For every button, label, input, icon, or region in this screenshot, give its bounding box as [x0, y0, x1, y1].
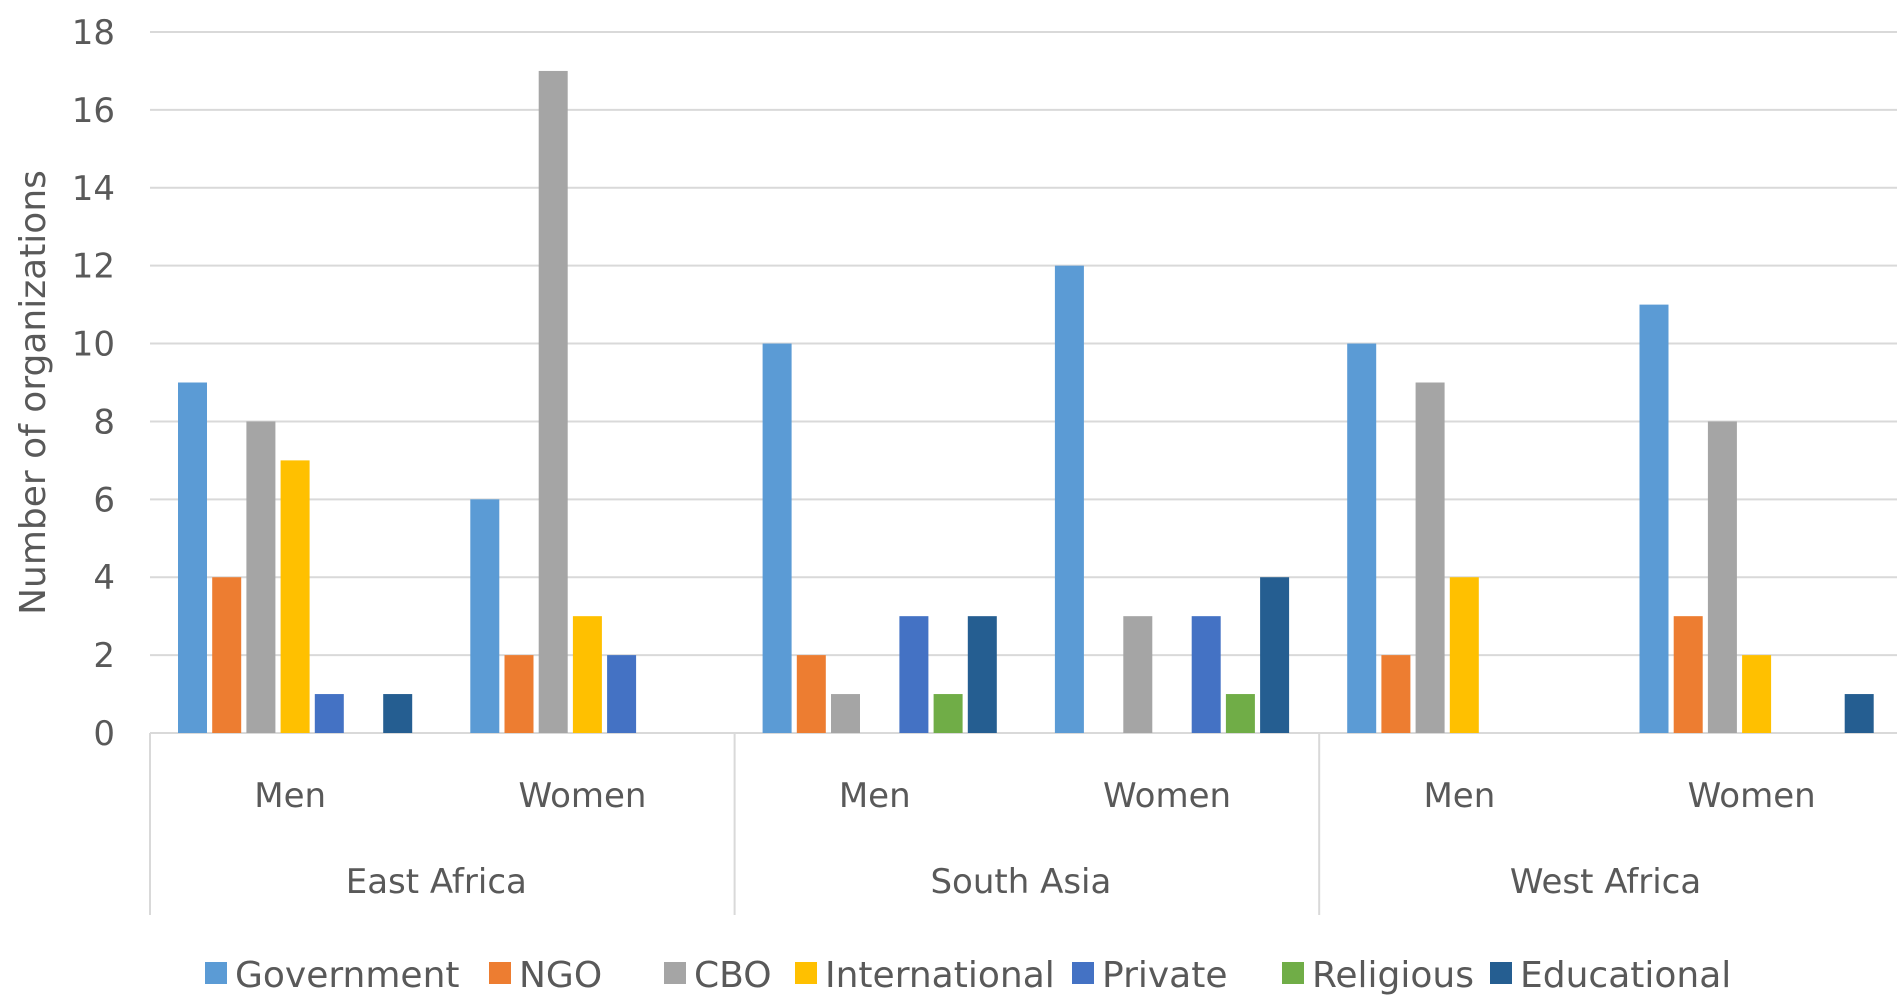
y-tick-label: 0 [93, 714, 115, 754]
legend: Government NGO CBO International Private Reli… [205, 955, 1731, 996]
legend-swatch-private [1072, 962, 1094, 984]
bar-government-1 [470, 499, 500, 733]
bar-educational-5 [1844, 694, 1874, 733]
category-label: Men [254, 776, 326, 816]
category-label: Women [1688, 776, 1816, 816]
bar-private-1 [607, 655, 637, 733]
legend-swatch-cbo [664, 962, 686, 984]
y-tick-label: 14 [72, 169, 115, 209]
bar-private-2 [899, 616, 929, 733]
y-tick-label: 16 [72, 91, 115, 131]
bar-ngo-0 [212, 577, 242, 733]
bar-educational-2 [967, 616, 997, 733]
category-label: Women [518, 776, 646, 816]
legend-label-educational: Educational [1520, 955, 1731, 996]
legend-label-ngo: NGO [519, 955, 602, 996]
legend-swatch-educational [1490, 962, 1512, 984]
category-axis: Men Women East Africa Men Women South Asia Men… [149, 733, 1816, 915]
legend-swatch-international [795, 962, 817, 984]
y-axis-title: Number of organizations [13, 170, 54, 615]
y-tick-label: 12 [72, 247, 115, 287]
y-axis-tick-labels: 0 2 4 6 8 10 12 14 16 18 [72, 13, 115, 754]
group-label: South Asia [930, 862, 1111, 902]
legend-swatch-government [205, 962, 227, 984]
y-tick-label: 6 [93, 480, 115, 520]
legend-label-government: Government [235, 955, 460, 996]
bar-religious-3 [1225, 694, 1255, 733]
bar-ngo-5 [1673, 616, 1703, 733]
bar-ngo-2 [796, 655, 826, 733]
bar-government-3 [1054, 265, 1084, 733]
bar-educational-0 [383, 694, 413, 733]
bar-private-0 [314, 694, 344, 733]
legend-label-religious: Religious [1312, 955, 1474, 996]
bar-government-4 [1347, 343, 1377, 733]
y-tick-label: 18 [72, 13, 115, 53]
bar-educational-3 [1260, 577, 1290, 733]
category-label: Men [1423, 776, 1495, 816]
bar-religious-2 [933, 694, 963, 733]
gridlines [150, 31, 1897, 734]
bar-cbo-4 [1415, 382, 1445, 733]
y-tick-label: 8 [93, 402, 115, 442]
bar-international-1 [572, 616, 602, 733]
bar-ngo-4 [1381, 655, 1411, 733]
group-label: West Africa [1510, 862, 1701, 902]
bar-private-3 [1191, 616, 1221, 733]
bar-cbo-1 [538, 70, 568, 733]
bar-international-0 [280, 460, 310, 733]
category-label: Women [1103, 776, 1231, 816]
legend-label-private: Private [1102, 955, 1228, 996]
legend-label-cbo: CBO [694, 955, 772, 996]
bar-ngo-1 [504, 655, 534, 733]
y-tick-label: 2 [93, 636, 115, 676]
legend-label-international: International [825, 955, 1055, 996]
legend-swatch-ngo [489, 962, 511, 984]
bar-government-5 [1639, 304, 1669, 733]
bar-cbo-0 [246, 421, 276, 733]
bar-government-0 [178, 382, 207, 733]
y-tick-label: 4 [93, 558, 115, 598]
bar-cbo-2 [831, 694, 860, 733]
bar-cbo-3 [1123, 616, 1153, 733]
group-label: East Africa [346, 862, 527, 902]
bar-international-5 [1742, 655, 1772, 733]
category-label: Men [839, 776, 911, 816]
bar-cbo-5 [1707, 421, 1737, 733]
y-tick-label: 10 [72, 325, 115, 365]
bar-government-2 [762, 343, 792, 733]
legend-swatch-religious [1282, 962, 1304, 984]
bar-international-4 [1449, 577, 1479, 733]
bars [178, 70, 1874, 733]
